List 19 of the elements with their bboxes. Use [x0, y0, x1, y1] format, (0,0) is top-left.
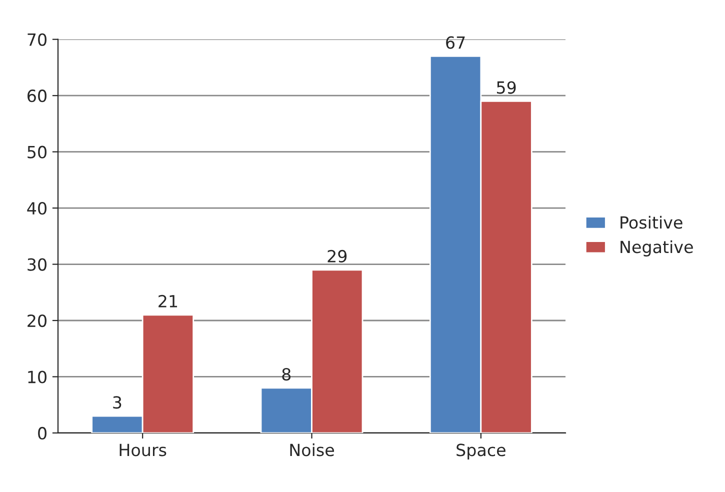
y-tick-label: 10	[28, 370, 46, 384]
y-tick-label: 70	[28, 33, 46, 46]
y-tick-label: 30	[28, 258, 46, 271]
y-tick-label: 0	[38, 426, 46, 440]
data-label: 59	[496, 81, 516, 94]
legend-label: Positive	[620, 216, 682, 229]
y-tick-label: 20	[28, 314, 46, 328]
y-tick-label: 60	[28, 90, 46, 102]
y-tick-label: 50	[28, 146, 46, 158]
data-label: 3	[113, 396, 122, 409]
y-tick-label: 40	[27, 202, 46, 215]
data-label: 29	[328, 250, 347, 262]
data-label: 67	[446, 36, 465, 49]
data-label: 8	[282, 368, 291, 381]
x-tick-label: Noise	[290, 443, 334, 456]
x-tick-label: Space	[456, 444, 506, 460]
legend-label: Negative	[620, 240, 693, 256]
data-label: 21	[158, 294, 178, 308]
x-tick-label: Hours	[120, 444, 166, 456]
